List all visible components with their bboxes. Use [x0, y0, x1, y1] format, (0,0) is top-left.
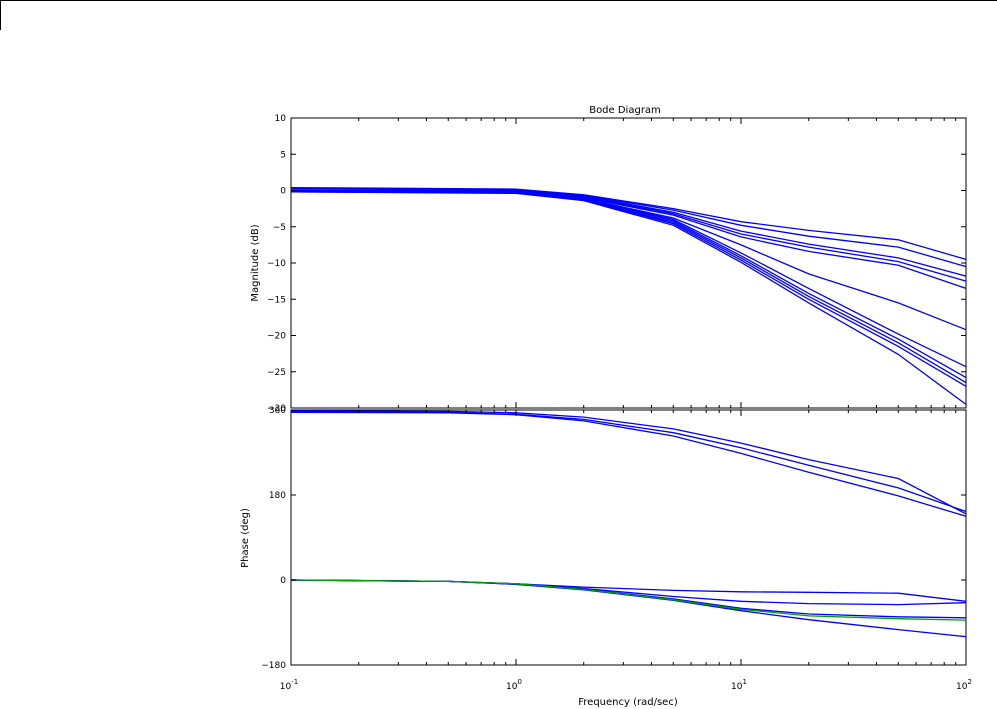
- phase-ytick-label: −180: [261, 661, 286, 671]
- magnitude-ytick-label: −15: [267, 295, 286, 305]
- magnitude-ytick-label: 10: [275, 114, 287, 124]
- window-top-border: [0, 0, 997, 1]
- phase-y-ticks: 360 180 0 −180: [261, 406, 966, 671]
- magnitude-ytick-label: −20: [267, 332, 286, 342]
- magnitude-y-ticks: 10 5 0 −5 −10 −15 −20 −25 −30: [267, 114, 966, 414]
- xtick-label: 101: [731, 678, 747, 692]
- xtick-label: 102: [956, 678, 972, 692]
- xtick-label: 10-1: [280, 678, 298, 692]
- phase-series-2: [290, 411, 967, 513]
- magnitude-ytick-label: −25: [267, 368, 286, 378]
- magnitude-series-2: [290, 187, 967, 268]
- magnitude-series-7: [290, 189, 967, 368]
- phase-ytick-label: 360: [269, 406, 286, 416]
- magnitude-series-11: [290, 191, 967, 405]
- magnitude-ytick-label: 0: [280, 187, 286, 197]
- phase-ytick-label: 180: [269, 491, 286, 501]
- magnitude-series-9: [290, 190, 967, 384]
- magnitude-axes-box: [290, 117, 967, 409]
- magnitude-series-10: [290, 191, 967, 387]
- magnitude-series-5: [291, 190, 967, 290]
- magnitude-series-3: [290, 189, 967, 277]
- phase-axis-label: Phase (deg): [240, 508, 251, 568]
- phase-series-3: [290, 411, 967, 517]
- phase-panel: 360 180 0 −180 Phase (deg): [240, 406, 967, 671]
- magnitude-ytick-label: −5: [273, 223, 286, 233]
- frequency-x-ticks: 10-1 100 101 102: [280, 678, 972, 692]
- chart-title: Bode Diagram: [589, 105, 661, 116]
- window-left-border: [0, 0, 1, 30]
- xtick-label: 100: [506, 678, 522, 692]
- phase-series-6: [290, 579, 967, 619]
- magnitude-ytick-label: −30: [267, 404, 286, 414]
- phase-series-8: [290, 579, 967, 621]
- phase-axes-box: [290, 409, 967, 666]
- magnitude-series-1: [290, 186, 967, 261]
- magnitude-ytick-label: 5: [280, 150, 286, 160]
- magnitude-series-group: [290, 186, 967, 405]
- magnitude-series-8: [290, 189, 967, 379]
- phase-ytick-label: 0: [280, 576, 286, 586]
- phase-series-4: [290, 579, 967, 602]
- magnitude-axis-label: Magnitude (dB): [250, 224, 261, 301]
- phase-series-1: [290, 410, 967, 515]
- frequency-axis-label: Frequency (rad/sec): [578, 697, 678, 708]
- magnitude-ytick-label: −10: [267, 259, 286, 269]
- magnitude-panel: 10 5 0 −5 −10 −15 −20 −25 −30 Magnitude (dB): [250, 114, 967, 414]
- phase-series-group: [290, 410, 967, 638]
